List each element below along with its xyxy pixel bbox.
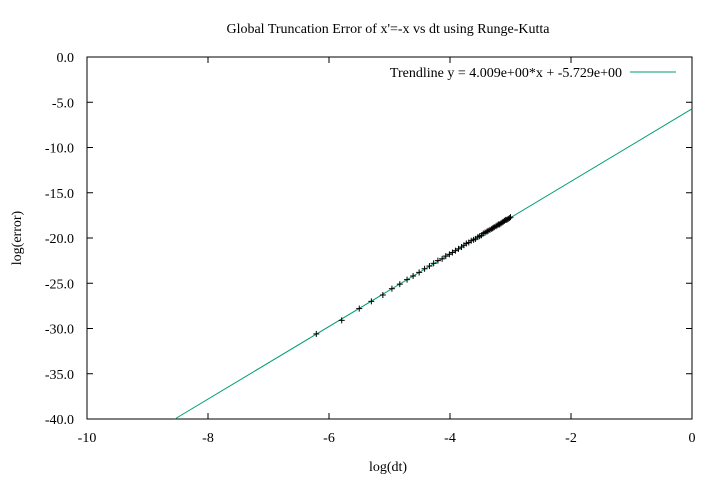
y-tick-label: -30.0 (45, 323, 74, 338)
x-tick-label: -4 (444, 431, 456, 446)
x-tick-label: -10 (78, 431, 97, 446)
data-point (430, 260, 437, 267)
y-tick-label: -35.0 (45, 368, 74, 383)
data-point (379, 292, 386, 299)
chart-title: Global Truncation Error of x'=-x vs dt u… (226, 22, 550, 37)
data-point (416, 269, 423, 276)
x-tick-label: -6 (323, 431, 335, 446)
data-point (446, 251, 453, 258)
data-point (442, 253, 449, 260)
y-axis-label: log(error) (10, 210, 25, 265)
data-point (452, 247, 459, 254)
x-tick-label: -8 (202, 431, 214, 446)
data-point (313, 330, 320, 337)
data-point (489, 225, 496, 232)
plot-area-frame (86, 56, 693, 420)
data-point (388, 285, 395, 292)
data-point (368, 298, 375, 305)
y-tick-label: -10.0 (45, 142, 74, 157)
y-tick-label: -15.0 (45, 187, 74, 202)
data-point (434, 257, 441, 264)
tick-labels: -10 -8 -6 -4 -2 0 0.0 -5.0 -10.0 -15.0 -20.0 -25.0 -… (45, 51, 696, 446)
y-tick-label: -5.0 (52, 96, 74, 111)
data-point (410, 273, 417, 280)
y-tick-label: 0.0 (57, 51, 75, 66)
data-points (313, 214, 514, 337)
y-tick-label: -40.0 (45, 413, 74, 428)
y-tick-label: -20.0 (45, 232, 74, 247)
data-point (356, 305, 363, 312)
data-point (439, 255, 446, 262)
x-tick-label: 0 (689, 431, 696, 446)
data-point (426, 263, 433, 270)
data-point (506, 215, 513, 222)
data-point (421, 265, 428, 272)
legend-label: Trendline y = 4.009e+00*x + -5.729e+00 (390, 66, 622, 81)
axis-ticks (86, 56, 693, 420)
data-point (507, 214, 514, 221)
data-point (449, 249, 456, 256)
y-tick-label: -25.0 (45, 277, 74, 292)
x-tick-label: -2 (565, 431, 577, 446)
data-point (483, 228, 490, 235)
data-point (396, 281, 403, 288)
data-point (404, 276, 411, 283)
data-point (338, 317, 345, 324)
data-point (455, 245, 462, 252)
x-axis-label: log(dt) (369, 460, 407, 475)
legend: Trendline y = 4.009e+00*x + -5.729e+00 (390, 66, 676, 81)
